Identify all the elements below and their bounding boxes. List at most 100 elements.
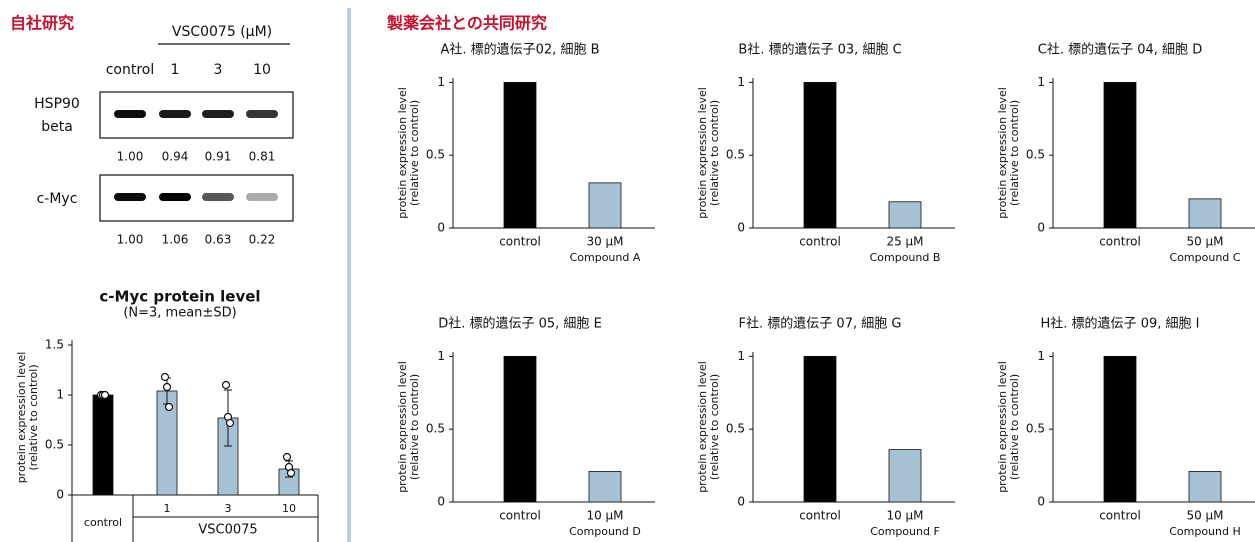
y-tick-label: 0.5 <box>1026 148 1045 162</box>
y-tick-label: 0.5 <box>726 422 745 436</box>
chart-title: F社. 標的遺伝子 07, 細胞 G <box>739 316 902 332</box>
quant-label: 1.00 <box>117 233 144 247</box>
bar <box>588 182 622 229</box>
quant-label: 0.63 <box>205 233 232 247</box>
y-tick-label: 0 <box>1037 221 1045 235</box>
blot-row-label: beta <box>41 119 73 135</box>
blot-band <box>202 110 234 118</box>
y-tick-label: 0 <box>56 488 64 502</box>
quant-label: 0.81 <box>249 150 276 164</box>
y-tick-label: 0.5 <box>426 148 445 162</box>
lane-label: 1 <box>171 62 180 78</box>
y-axis-label: protein expression level <box>396 87 409 219</box>
quant-label: 1.06 <box>162 233 189 247</box>
bar <box>1188 198 1222 229</box>
y-axis-label: protein expression level <box>696 87 709 219</box>
y-axis-label: protein expression level <box>696 361 709 493</box>
y-tick-label: 1 <box>437 75 445 89</box>
data-point <box>100 390 110 400</box>
x-tick-label: control <box>84 516 122 529</box>
data-point <box>286 468 296 478</box>
y-axis-label: (relative to control) <box>708 374 721 480</box>
treatment-label: VSC0075 (μM) <box>172 24 272 40</box>
x-tick-label: 10 μM <box>586 509 623 523</box>
quant-label: 1.00 <box>117 150 144 164</box>
blot-band <box>159 110 191 118</box>
y-tick-label: 1 <box>737 75 745 89</box>
compound-label: Compound F <box>870 525 940 538</box>
x-tick-label: 50 μM <box>1186 509 1223 523</box>
x-tick-label: 10 <box>282 502 296 515</box>
bar <box>803 355 837 503</box>
blot-band <box>202 193 234 201</box>
bar <box>503 355 537 503</box>
chart-title: D社. 標的遺伝子 05, 細胞 E <box>438 316 602 332</box>
blot-row-label: c-Myc <box>37 191 78 207</box>
group-label: VSC0075 <box>198 523 257 538</box>
x-tick-label: 30 μM <box>586 235 623 249</box>
quant-label: 0.91 <box>205 150 232 164</box>
quant-label: 0.94 <box>162 150 189 164</box>
blot-band <box>246 193 278 201</box>
compound-label: Compound D <box>569 525 641 538</box>
y-tick-label: 1 <box>737 349 745 363</box>
y-tick-label: 0 <box>737 495 745 509</box>
chart-subtitle: (N=3, mean±SD) <box>123 306 236 321</box>
y-tick-label: 0.5 <box>726 148 745 162</box>
y-tick-label: 0.5 <box>426 422 445 436</box>
chart-title: C社. 標的遺伝子 04, 細胞 D <box>1038 42 1202 58</box>
y-axis-label: (relative to control) <box>1008 100 1021 206</box>
bar <box>803 81 837 229</box>
data-point <box>225 418 235 428</box>
blot-band <box>159 193 191 201</box>
quant-label: 0.22 <box>249 233 276 247</box>
y-axis-label: protein expression level <box>996 87 1009 219</box>
chart-title: H社. 標的遺伝子 09, 細胞 I <box>1041 316 1200 332</box>
y-axis-label: protein expression level <box>15 352 28 484</box>
compound-label: Compound H <box>1169 525 1241 538</box>
y-axis-label: protein expression level <box>396 361 409 493</box>
blot-band <box>246 110 278 118</box>
y-tick-label: 0.5 <box>1026 422 1045 436</box>
x-tick-label: control <box>1099 509 1141 523</box>
blot-row-label: HSP90 <box>34 96 80 112</box>
data-point <box>164 402 174 412</box>
y-tick-label: 1 <box>437 349 445 363</box>
blot-band <box>114 110 146 118</box>
section-title: 製薬会社との共同研究 <box>386 14 547 33</box>
data-point <box>221 380 231 390</box>
y-axis-label: (relative to control) <box>1008 374 1021 480</box>
x-tick-label: 25 μM <box>886 235 923 249</box>
y-tick-label: 1.5 <box>45 338 64 352</box>
compound-label: Compound C <box>1170 251 1241 264</box>
x-tick-label: control <box>799 509 841 523</box>
y-tick-label: 0 <box>737 221 745 235</box>
bar <box>92 394 114 496</box>
bar <box>503 81 537 229</box>
chart-title: B社. 標的遺伝子 03, 細胞 C <box>738 42 901 58</box>
bar <box>1103 355 1137 503</box>
y-axis-label: (relative to control) <box>408 374 421 480</box>
y-tick-label: 0.5 <box>45 438 64 452</box>
bar <box>888 201 922 229</box>
lane-label: 3 <box>214 62 223 78</box>
x-tick-label: 50 μM <box>1186 235 1223 249</box>
x-tick-label: control <box>499 509 541 523</box>
x-tick-label: control <box>1099 235 1141 249</box>
section-title: 自社研究 <box>10 14 74 33</box>
lane-label: control <box>106 62 155 78</box>
y-axis-label: protein expression level <box>996 361 1009 493</box>
y-axis-label: (relative to control) <box>408 100 421 206</box>
y-tick-label: 1 <box>1037 75 1045 89</box>
y-tick-label: 1 <box>56 388 64 402</box>
bar <box>1103 81 1137 229</box>
bar <box>1188 471 1222 503</box>
bar <box>888 449 922 503</box>
x-tick-label: 3 <box>225 502 232 515</box>
data-point <box>160 372 170 382</box>
x-tick-label: 10 μM <box>886 509 923 523</box>
y-tick-label: 0 <box>1037 495 1045 509</box>
x-tick-label: control <box>499 235 541 249</box>
data-point <box>162 382 172 392</box>
